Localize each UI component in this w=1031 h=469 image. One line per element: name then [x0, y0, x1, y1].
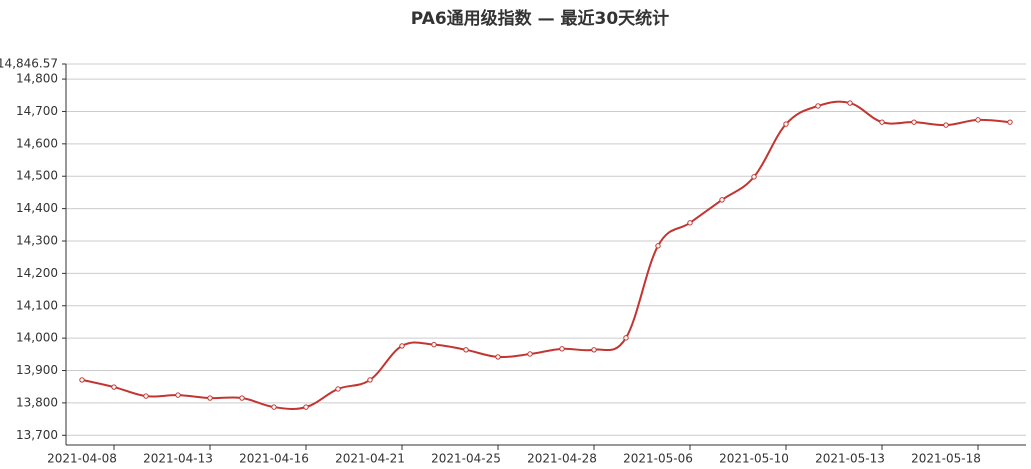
y-tick-label: 13,800	[16, 395, 58, 409]
point	[975, 117, 981, 123]
x-tick-label: 2021-04-08	[47, 452, 117, 466]
line	[81, 100, 1011, 410]
x-tick-label: 2021-04-13	[143, 452, 213, 466]
x-tick-label: 2021-04-25	[431, 452, 501, 466]
point	[207, 395, 213, 401]
y-tick-label: 13,900	[16, 363, 58, 377]
y-tick-label: 14,300	[16, 233, 58, 247]
point	[239, 395, 245, 401]
point	[879, 119, 885, 125]
x-tick-label: 2021-05-10	[719, 452, 789, 466]
point	[431, 341, 437, 348]
x-tick-label: 2021-05-06	[623, 452, 693, 466]
point	[655, 243, 661, 249]
point	[527, 351, 533, 357]
point	[79, 377, 85, 383]
point	[399, 343, 405, 349]
point	[559, 346, 565, 352]
point	[719, 197, 725, 203]
point	[687, 220, 693, 226]
y-tick-label: 14,800	[16, 72, 58, 86]
y-tick-label: 14,400	[16, 201, 58, 215]
point	[751, 174, 757, 180]
x-tick-label: 2021-05-13	[815, 452, 885, 466]
point	[591, 347, 597, 353]
point	[815, 103, 821, 109]
point	[367, 377, 373, 383]
point	[1007, 119, 1013, 125]
y-tick-label: 14,100	[16, 298, 58, 312]
point	[175, 392, 181, 398]
point	[847, 100, 853, 106]
x-tick-label: 2021-04-28	[527, 452, 597, 466]
y-tick-label: 14,700	[16, 104, 58, 118]
point	[143, 393, 149, 399]
x-tick-label: 2021-04-21	[335, 452, 405, 466]
point	[623, 335, 629, 341]
y-tick-label: 14,000	[16, 331, 58, 345]
point	[463, 347, 469, 353]
point	[783, 121, 789, 127]
point	[111, 384, 117, 390]
x-tick-label: 2021-05-18	[911, 452, 981, 466]
chart-title: PA6通用级指数 — 最近30天统计	[411, 8, 669, 29]
point	[495, 354, 501, 360]
point	[335, 386, 341, 392]
point	[271, 404, 277, 410]
y-tick-label: 14,200	[16, 266, 58, 280]
y-tick-label: 14,846.57	[0, 57, 58, 71]
point	[911, 119, 917, 125]
point	[943, 122, 949, 128]
y-tick-label: 14,600	[16, 136, 58, 150]
point	[303, 404, 309, 410]
x-tick-label: 2021-04-16	[239, 452, 309, 466]
y-tick-label: 13,700	[16, 428, 58, 442]
y-tick-label: 14,500	[16, 169, 58, 183]
